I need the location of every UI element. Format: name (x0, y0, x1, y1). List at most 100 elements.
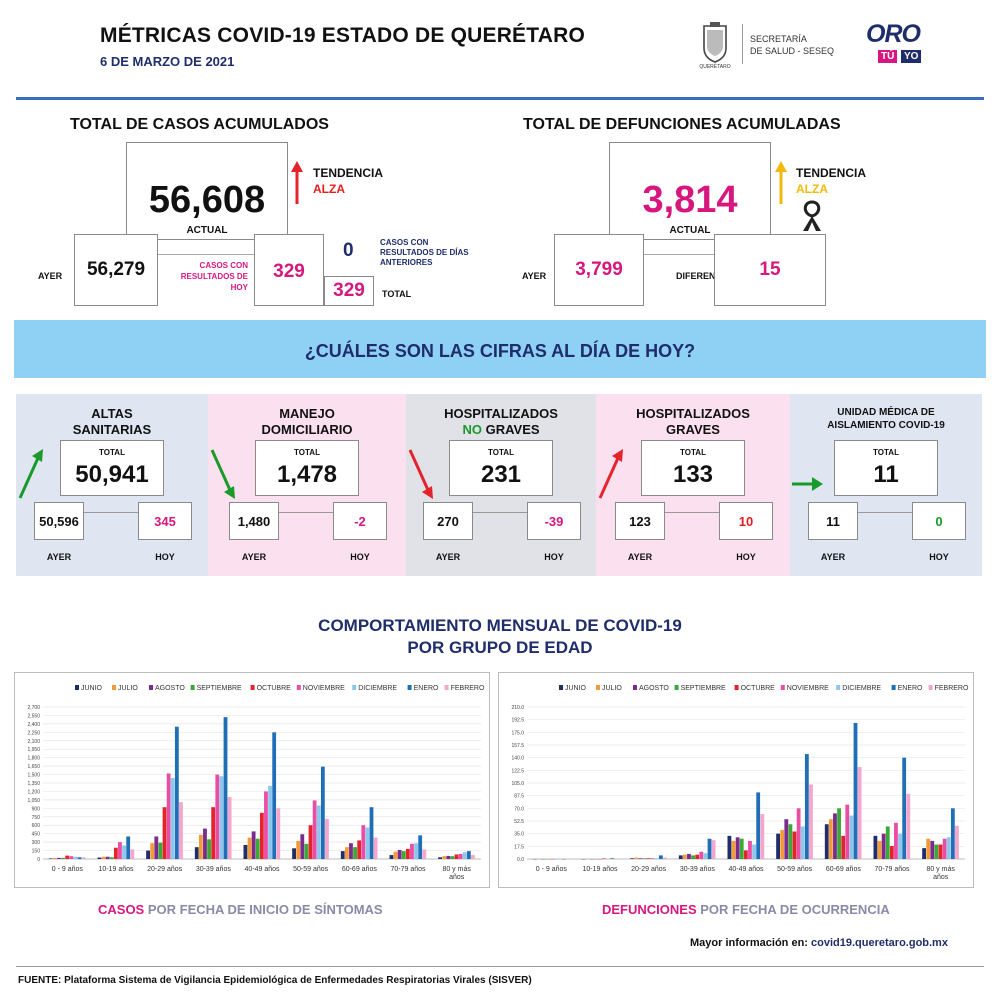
deaths-actual-box: 3,814 ACTUAL (609, 142, 771, 240)
y-tick-label-9: 1,350 (27, 781, 40, 787)
legend-label-3: SEPTIEMBRE (681, 685, 726, 692)
bar-3-4 (695, 854, 700, 859)
cases-title: TOTAL DE CASOS ACUMULADOS (70, 116, 329, 133)
y-tick-label-11: 1,650 (27, 764, 40, 770)
bar-4-5 (264, 791, 268, 859)
y-tick-label-2: 35.0 (514, 832, 524, 838)
cases-previous-label: CASOS CON RESULTADOS DE DÍAS ANTERIORES (380, 238, 469, 267)
cases-actual-value: 56,608 (148, 179, 266, 221)
bar-4-5 (748, 840, 752, 859)
deaths-caption-highlight: DEFUNCIONES (602, 902, 697, 917)
bar-7-3 (401, 851, 406, 859)
panel-total-box: TOTAL 50,941 (60, 440, 164, 496)
x-tick-label-5: 50-59 años (777, 866, 813, 873)
bar-8-8 (471, 855, 475, 859)
bar-2-5 (166, 773, 171, 859)
bar-6-2 (349, 843, 353, 859)
bar-6-3 (353, 847, 357, 859)
bar-3-7 (223, 717, 228, 859)
panel-total-label: TOTAL (99, 448, 125, 457)
x-tick-label-0: 0 - 9 años (52, 866, 84, 873)
legend-swatch-4 (734, 685, 739, 690)
panel-1: MANEJO DOMICILIARIO TOTAL 1,478 1,480 -2 AYER H… (208, 394, 406, 576)
cases-today-value: 329 (273, 261, 305, 282)
cases-previous-value: 0 (343, 240, 354, 261)
section-title-line2: POR GRUPO DE EDAD (407, 638, 593, 657)
panel-title-line1: UNIDAD MÉDICA DE (837, 407, 935, 418)
bar-7-4 (889, 845, 894, 859)
bar-5-4 (792, 831, 797, 859)
panel-total-label: TOTAL (680, 448, 706, 457)
legend-label-2: AGOSTO (155, 685, 185, 692)
bar-7-2 (881, 833, 886, 859)
y-tick-label-7: 1,050 (27, 798, 40, 804)
bar-6-0 (340, 851, 345, 859)
bar-8-5 (458, 853, 463, 859)
bar-4-1 (247, 837, 252, 859)
bar-2-5 (650, 858, 655, 859)
bar-7-7 (418, 835, 423, 859)
bar-7-6 (898, 833, 902, 859)
panel-hoy-value: 10 (738, 514, 754, 529)
bar-0-4 (65, 855, 70, 859)
bar-7-8 (422, 849, 427, 859)
more-info-label: Mayor información en: (690, 937, 808, 949)
y-tick-label-8: 1,200 (27, 789, 40, 795)
panel-hoy-value: -2 (354, 514, 366, 529)
panel-total-box: TOTAL 133 (641, 440, 745, 496)
bar-5-4 (308, 825, 313, 859)
bar-2-1 (150, 843, 155, 859)
x-tick-label-2: 20-29 años (631, 866, 667, 873)
y-tick-label-7: 122.5 (511, 768, 524, 774)
bar-4-3 (739, 838, 744, 859)
bar-2-2 (154, 836, 159, 859)
bar-8-3 (934, 844, 939, 859)
panel-4: UNIDAD MÉDICA DE AISLAMIENTO COVID-19 TOTA… (790, 394, 982, 576)
legend-label-6: DICIEMBRE (358, 685, 397, 692)
bar-7-0 (873, 835, 878, 859)
secretaria-line1: SECRETARÍA (750, 34, 807, 44)
deaths-actual-value: 3,814 (642, 179, 738, 221)
panel-ayer-box: 11 (808, 502, 858, 540)
cases-connector (158, 254, 254, 255)
cases-chart-frame: JUNIO JULIO AGOSTO SEPTIEMBRE OCTUBRE NOVIEMB… (14, 672, 490, 888)
panel-hoy-label: HOY (155, 552, 175, 562)
bar-5-0 (292, 848, 296, 859)
cases-today-label: CASOS CON RESULTADOS DE HOY (180, 261, 248, 292)
cases-yesterday-value: 56,279 (86, 259, 146, 280)
cases-yesterday-box: 56,279 (74, 234, 158, 306)
bar-4-0 (727, 835, 732, 859)
panel-hoy-box: 0 (912, 502, 966, 540)
bar-7-1 (393, 851, 398, 859)
bar-8-4 (454, 854, 459, 859)
panel-connector (665, 512, 719, 513)
question-banner: ¿CUÁLES SON LAS CIFRAS AL DÍA DE HOY? (14, 320, 986, 378)
panel-hoy-label: HOY (929, 552, 949, 562)
deaths-diff-box: 15 (714, 234, 826, 306)
legend-label-2: AGOSTO (639, 685, 669, 692)
bar-1-6 (122, 845, 126, 859)
deaths-yesterday-box: 3,799 (554, 234, 644, 306)
bar-0-0 (48, 858, 53, 859)
deaths-caption: DEFUNCIONES POR FECHA DE OCURRENCIA (602, 902, 890, 917)
legend-swatch-0 (559, 685, 563, 690)
bar-2-6 (170, 777, 175, 859)
bar-1-5 (118, 842, 122, 859)
bar-7-4 (405, 848, 410, 859)
y-tick-label-9: 157.5 (511, 743, 524, 749)
source-label: FUENTE: (18, 975, 62, 986)
bar-4-7 (756, 792, 761, 859)
bar-8-0 (438, 857, 442, 859)
more-info-link[interactable]: covid19.queretaro.gob.mx (811, 937, 948, 949)
bar-6-7 (369, 807, 374, 859)
panel-ayer-value: 1,480 (237, 514, 271, 529)
legend-swatch-5 (780, 685, 785, 690)
y-tick-label-6: 900 (32, 806, 41, 812)
bar-3-5 (215, 774, 220, 859)
bar-1-1 (101, 856, 106, 859)
y-tick-label-17: 2,550 (27, 713, 40, 719)
bar-1-4 (113, 847, 118, 859)
bar-6-5 (361, 825, 366, 859)
deaths-trend-value: ALZA (796, 182, 828, 196)
panel-ayer-box: 123 (615, 502, 665, 540)
